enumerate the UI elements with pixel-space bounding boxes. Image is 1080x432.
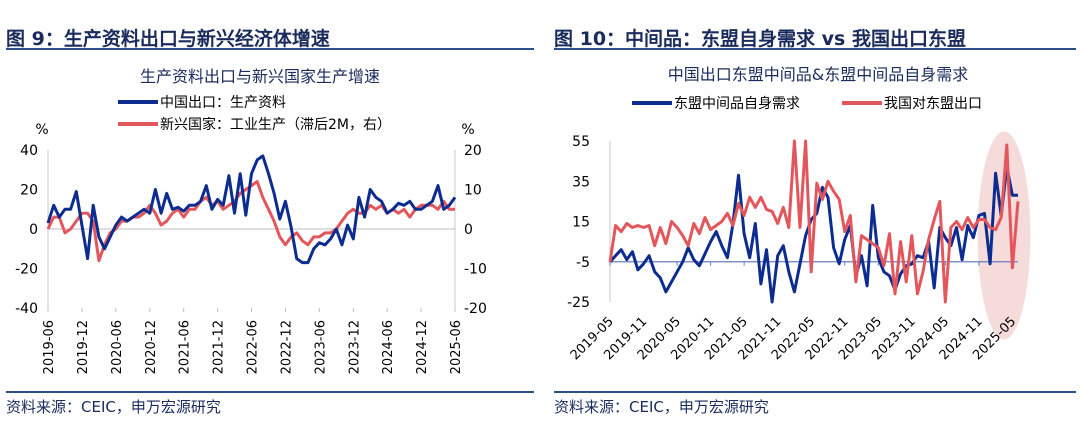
y-tick-left: -20 (15, 262, 38, 278)
series-line-em-industrial (46, 180, 455, 263)
y-unit-left: % (35, 122, 48, 138)
x-tick-label: 2020-12 (144, 320, 159, 374)
y-unit-right: % (461, 122, 474, 138)
x-tick-label: 2023-12 (347, 320, 362, 374)
legend-label: 我国对东盟出口 (884, 96, 982, 112)
y-tick-label: -5 (576, 255, 590, 271)
y-tick-left: 40 (20, 143, 38, 159)
figure-title: 图 10：中间品：东盟自身需求 vs 我国出口东盟 (554, 28, 966, 50)
x-tick-label: 2024-12 (415, 320, 430, 374)
y-tick-left: -40 (15, 301, 38, 317)
y-tick-label: 55 (572, 134, 590, 150)
figure-9-panel: 图 9：生产资料出口与新兴经济体增速 生产资料出口与新兴国家生产增速中国出口：生… (6, 28, 534, 416)
x-tick-label: 2020-06 (110, 320, 125, 374)
x-tick-label: 2023-06 (313, 320, 328, 374)
y-tick-label: -25 (567, 295, 590, 311)
x-tick-label: 2019-12 (76, 320, 91, 374)
title-rule (554, 48, 1076, 50)
y-tick-right: 20 (464, 143, 482, 159)
y-tick-right: 10 (464, 183, 482, 199)
y-tick-left: 20 (20, 183, 38, 199)
chart-figure-9: 生产资料出口与新兴国家生产增速中国出口：生产资料新兴国家：工业生产（滞后2M，右… (15, 67, 487, 374)
x-tick-label: 2021-06 (178, 320, 193, 374)
source-note: 资料来源：CEIC，申万宏源研究 (6, 398, 221, 416)
y-tick-label: 15 (572, 215, 590, 231)
x-tick-label: 2021-12 (212, 320, 227, 374)
chart-title: 中国出口东盟中间品&东盟中间品自身需求 (668, 65, 968, 84)
y-tick-label: 35 (572, 174, 590, 190)
legend-label: 新兴国家：工业生产（滞后2M，右） (160, 116, 391, 133)
series-line-china-export (46, 154, 457, 265)
source-rule (554, 391, 1076, 393)
highlight-ellipse (977, 131, 1031, 340)
y-tick-right: 0 (464, 222, 473, 238)
figure-title: 图 9：生产资料出口与新兴经济体增速 (6, 28, 330, 50)
series-line-china-to-asean (608, 139, 1020, 304)
legend-label: 东盟中间品自身需求 (674, 96, 800, 112)
x-tick-label: 2024-06 (381, 320, 396, 374)
x-tick-label: 2019-06 (42, 320, 57, 374)
figure-10-panel: 图 10：中间品：东盟自身需求 vs 我国出口东盟 中国出口东盟中间品&东盟中间… (548, 0, 1080, 432)
x-tick-label: 2022-12 (279, 320, 294, 374)
title-rule (6, 48, 534, 50)
source-note: 资料来源：CEIC，申万宏源研究 (554, 398, 769, 416)
y-tick-left: 0 (29, 222, 38, 238)
y-tick-right: -20 (464, 301, 487, 317)
source-rule (6, 391, 534, 393)
y-tick-right: -10 (464, 262, 487, 278)
x-tick-label: 2022-06 (246, 320, 261, 374)
x-tick-label: 2025-06 (449, 320, 464, 374)
legend-label: 中国出口：生产资料 (160, 95, 286, 111)
chart-title: 生产资料出口与新兴国家生产增速 (140, 67, 380, 86)
